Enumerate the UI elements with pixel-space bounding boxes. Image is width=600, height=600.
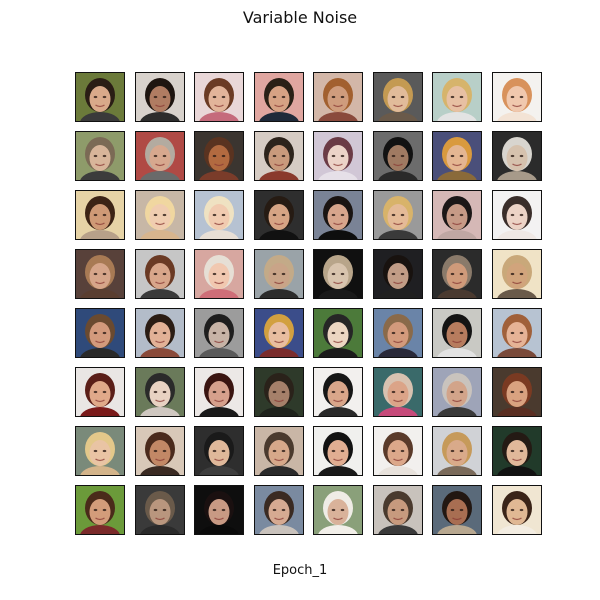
face-thumbnail xyxy=(432,190,482,240)
face-thumbnail xyxy=(75,72,125,122)
figure-caption: Epoch_1 xyxy=(272,563,328,578)
face-thumbnail xyxy=(134,190,185,240)
figure-title: Variable Noise xyxy=(242,8,358,27)
face-thumbnail xyxy=(313,308,363,358)
face-thumbnail xyxy=(432,426,482,476)
face-thumbnail xyxy=(253,249,304,299)
face-thumbnail xyxy=(75,367,125,417)
face-thumbnail xyxy=(313,190,363,240)
face-thumbnail xyxy=(491,131,542,181)
face-thumbnail xyxy=(313,485,363,535)
face-thumbnail xyxy=(313,249,363,299)
face-thumbnail xyxy=(194,131,244,181)
face-thumbnail xyxy=(372,190,423,240)
face-thumbnail xyxy=(253,190,304,240)
face-thumbnail xyxy=(372,249,423,299)
face-thumbnail xyxy=(194,190,244,240)
face-thumbnail xyxy=(491,249,542,299)
face-thumbnail xyxy=(313,367,363,417)
face-thumbnail xyxy=(194,426,244,476)
face-thumbnail xyxy=(194,72,244,122)
face-thumbnail xyxy=(253,72,304,122)
face-thumbnail xyxy=(134,131,185,181)
face-thumbnail xyxy=(194,485,244,535)
face-thumbnail xyxy=(313,72,363,122)
face-thumbnail xyxy=(491,308,542,358)
face-thumbnail xyxy=(372,485,423,535)
face-thumbnail xyxy=(253,426,304,476)
face-thumbnail xyxy=(194,308,244,358)
face-thumbnail xyxy=(253,485,304,535)
face-thumbnail xyxy=(134,72,185,122)
face-thumbnail xyxy=(194,367,244,417)
face-thumbnail xyxy=(134,367,185,417)
face-thumbnail xyxy=(134,426,185,476)
face-thumbnail xyxy=(372,426,423,476)
face-thumbnail xyxy=(313,426,363,476)
face-thumbnail xyxy=(134,485,185,535)
image-grid xyxy=(75,72,542,536)
face-thumbnail xyxy=(432,72,482,122)
face-thumbnail xyxy=(372,308,423,358)
face-thumbnail xyxy=(432,249,482,299)
face-thumbnail xyxy=(432,131,482,181)
face-thumbnail xyxy=(134,308,185,358)
face-thumbnail xyxy=(253,131,304,181)
face-thumbnail xyxy=(134,249,185,299)
face-thumbnail xyxy=(491,367,542,417)
face-thumbnail xyxy=(75,485,125,535)
face-thumbnail xyxy=(372,72,423,122)
face-thumbnail xyxy=(75,308,125,358)
face-thumbnail xyxy=(253,367,304,417)
face-thumbnail xyxy=(372,367,423,417)
face-thumbnail xyxy=(432,485,482,535)
face-thumbnail xyxy=(313,131,363,181)
face-thumbnail xyxy=(75,131,125,181)
face-thumbnail xyxy=(432,367,482,417)
face-thumbnail xyxy=(253,308,304,358)
face-thumbnail xyxy=(491,485,542,535)
face-thumbnail xyxy=(491,190,542,240)
face-thumbnail xyxy=(75,426,125,476)
face-thumbnail xyxy=(432,308,482,358)
face-thumbnail xyxy=(491,426,542,476)
face-thumbnail xyxy=(75,249,125,299)
face-thumbnail xyxy=(491,72,542,122)
face-thumbnail xyxy=(372,131,423,181)
face-thumbnail xyxy=(75,190,125,240)
face-thumbnail xyxy=(194,249,244,299)
